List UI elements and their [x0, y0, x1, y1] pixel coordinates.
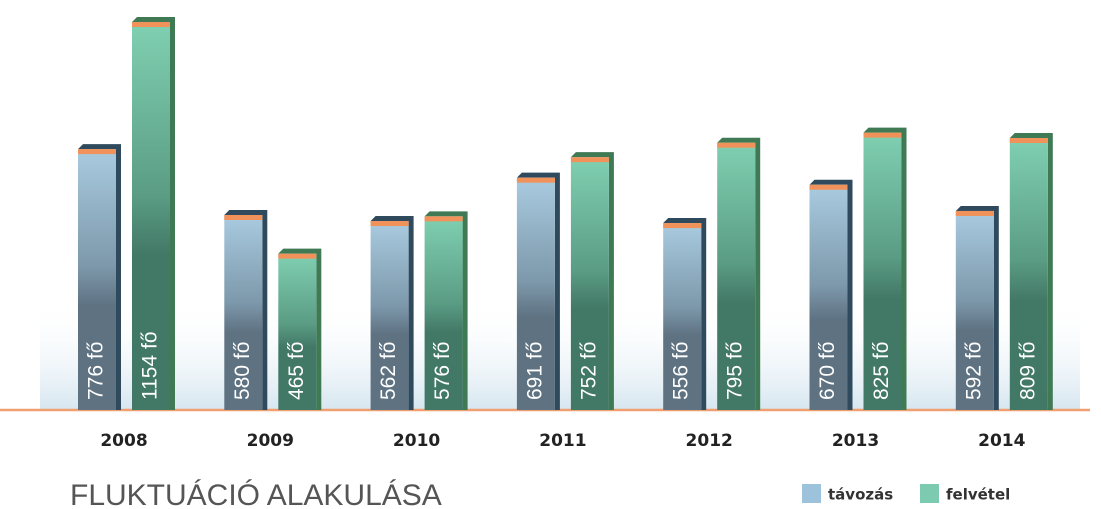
value-label: 1154 fő [139, 331, 162, 400]
legend-label: felvétel [946, 486, 1010, 504]
bar-edge [424, 211, 468, 410]
x-tick-label: 2008 [100, 431, 147, 451]
x-tick-label: 2010 [393, 431, 440, 451]
value-label: 576 fő [431, 342, 454, 400]
bar-edge [663, 218, 707, 410]
value-label: 795 fő [724, 342, 747, 400]
bar [516, 177, 555, 410]
value-label: 556 fő [670, 342, 693, 400]
bar-edge [570, 152, 614, 410]
bar [224, 214, 263, 410]
bar-edge [278, 248, 322, 410]
bar [570, 157, 609, 410]
bar-cap [424, 216, 463, 222]
bar-edge [863, 127, 907, 411]
bar [370, 221, 409, 410]
bar-cap [663, 223, 702, 229]
bar [863, 132, 902, 410]
value-label: 562 fő [377, 342, 400, 400]
bar [717, 142, 756, 410]
bar [809, 184, 848, 410]
legend-swatch [920, 484, 939, 503]
value-label: 580 fő [231, 342, 254, 400]
x-tick-label: 2009 [247, 431, 294, 451]
bar-cap [516, 177, 555, 183]
legend-swatch [802, 484, 821, 503]
bar-cap [78, 149, 116, 155]
bar-edge [717, 137, 761, 410]
bar-edge [224, 209, 268, 410]
chart-title: FLUKTUÁCIÓ ALAKULÁSA [70, 479, 442, 509]
value-label: 592 fő [962, 342, 985, 400]
bar-cap [717, 142, 756, 148]
bar-cap [370, 221, 409, 227]
bar-cap [224, 214, 263, 220]
value-label: 465 fő [285, 342, 308, 400]
value-label: 825 fő [870, 342, 893, 400]
bar-edge [370, 216, 414, 410]
bar-cap [863, 132, 902, 138]
bar-cap [278, 253, 317, 259]
x-tick-label: 2011 [539, 431, 586, 451]
bar [424, 216, 463, 410]
bar-edge [809, 179, 853, 410]
bar [1009, 137, 1048, 411]
bar-cap [570, 157, 609, 163]
bar-cap [1009, 137, 1048, 143]
bar-edge [78, 144, 121, 410]
background-glow [40, 300, 1080, 410]
bar [278, 253, 317, 410]
bar [955, 210, 994, 410]
bar [132, 22, 170, 410]
bar-edge [516, 172, 560, 410]
bar-edge [1009, 132, 1053, 411]
value-label: 776 fő [85, 342, 108, 400]
bar [663, 223, 702, 410]
bar-edge [955, 205, 999, 410]
legend-label: távozás [828, 486, 893, 504]
bar-cap [132, 22, 170, 27]
x-tick-label: 2012 [686, 431, 733, 451]
value-label: 670 fő [816, 342, 839, 400]
bar-cap [809, 184, 848, 190]
x-tick-label: 2014 [978, 431, 1025, 451]
value-label: 752 fő [577, 342, 600, 400]
value-label: 809 fő [1016, 342, 1039, 400]
value-label: 691 fő [523, 342, 546, 400]
x-tick-label: 2013 [832, 431, 879, 451]
bar-edge [132, 17, 175, 410]
bar [78, 149, 116, 410]
bar-cap [955, 210, 994, 216]
